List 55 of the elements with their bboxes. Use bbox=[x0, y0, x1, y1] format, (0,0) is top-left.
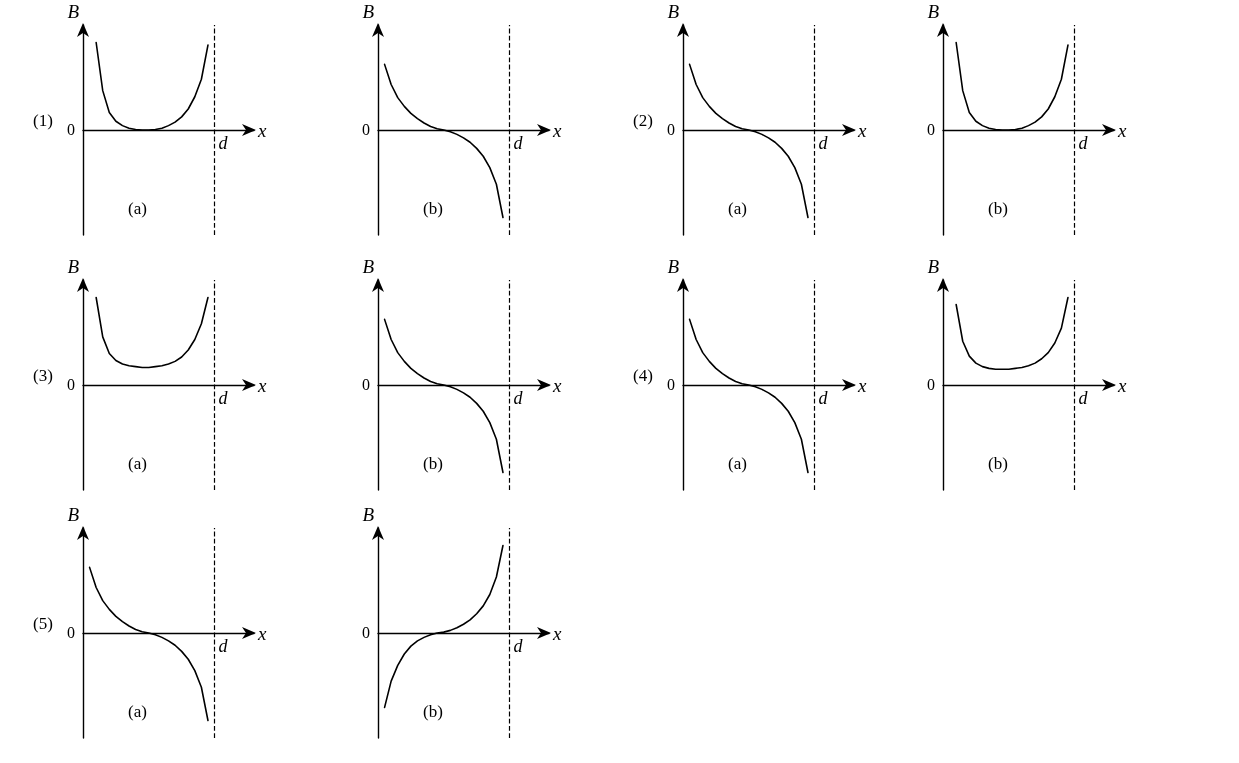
y-axis-title: B bbox=[362, 504, 375, 525]
annotation: d bbox=[818, 133, 829, 153]
y-axis-title: B bbox=[67, 504, 80, 525]
text: d bbox=[218, 133, 229, 153]
text: (b) bbox=[423, 454, 443, 473]
text: (a) bbox=[128, 454, 147, 473]
text: 0 bbox=[362, 623, 370, 641]
x-axis-title: x bbox=[552, 374, 562, 396]
text: (b) bbox=[988, 199, 1008, 218]
text: d bbox=[1078, 388, 1089, 408]
text: d bbox=[218, 388, 229, 408]
x-axis-title: x bbox=[552, 622, 562, 644]
x-axis-title: x bbox=[1117, 374, 1127, 396]
y-axis-title: B bbox=[362, 1, 375, 22]
x-axis-title: x bbox=[857, 374, 867, 396]
x-axis-title: x bbox=[857, 119, 867, 141]
y-axis-title: B bbox=[67, 256, 80, 277]
text: (a) bbox=[128, 199, 147, 218]
text: 0 bbox=[667, 375, 675, 393]
text: 0 bbox=[667, 120, 675, 138]
text: (4) bbox=[633, 366, 653, 385]
y-axis-title: B bbox=[927, 256, 940, 277]
text: (3) bbox=[33, 366, 53, 385]
text: (b) bbox=[423, 702, 443, 721]
text: (5) bbox=[33, 614, 53, 633]
y-axis-title: B bbox=[362, 256, 375, 277]
text: 0 bbox=[67, 375, 75, 393]
x-axis-title: x bbox=[257, 119, 267, 141]
text: (2) bbox=[633, 111, 653, 130]
text: (1) bbox=[33, 111, 53, 130]
y-axis-title: B bbox=[667, 256, 680, 277]
y-axis-title: B bbox=[927, 1, 940, 22]
text: (b) bbox=[423, 199, 443, 218]
x-axis-title: x bbox=[552, 119, 562, 141]
text: (a) bbox=[728, 199, 747, 218]
y-axis-title: B bbox=[67, 1, 80, 22]
text: 0 bbox=[927, 120, 935, 138]
annotation: d bbox=[513, 388, 524, 408]
x-axis-title: x bbox=[257, 622, 267, 644]
text: d bbox=[1078, 133, 1089, 153]
annotation: d bbox=[218, 636, 229, 656]
x-axis-title: x bbox=[1117, 119, 1127, 141]
annotation: d bbox=[513, 636, 524, 656]
text: 0 bbox=[362, 375, 370, 393]
annotation: d bbox=[513, 133, 524, 153]
text: 0 bbox=[362, 120, 370, 138]
y-axis-title: B bbox=[667, 1, 680, 22]
text: 0 bbox=[927, 375, 935, 393]
text: 0 bbox=[67, 120, 75, 138]
text: (a) bbox=[128, 702, 147, 721]
x-axis-title: x bbox=[257, 374, 267, 396]
text: 0 bbox=[67, 623, 75, 641]
text: (b) bbox=[988, 454, 1008, 473]
annotation: d bbox=[818, 388, 829, 408]
text: (a) bbox=[728, 454, 747, 473]
